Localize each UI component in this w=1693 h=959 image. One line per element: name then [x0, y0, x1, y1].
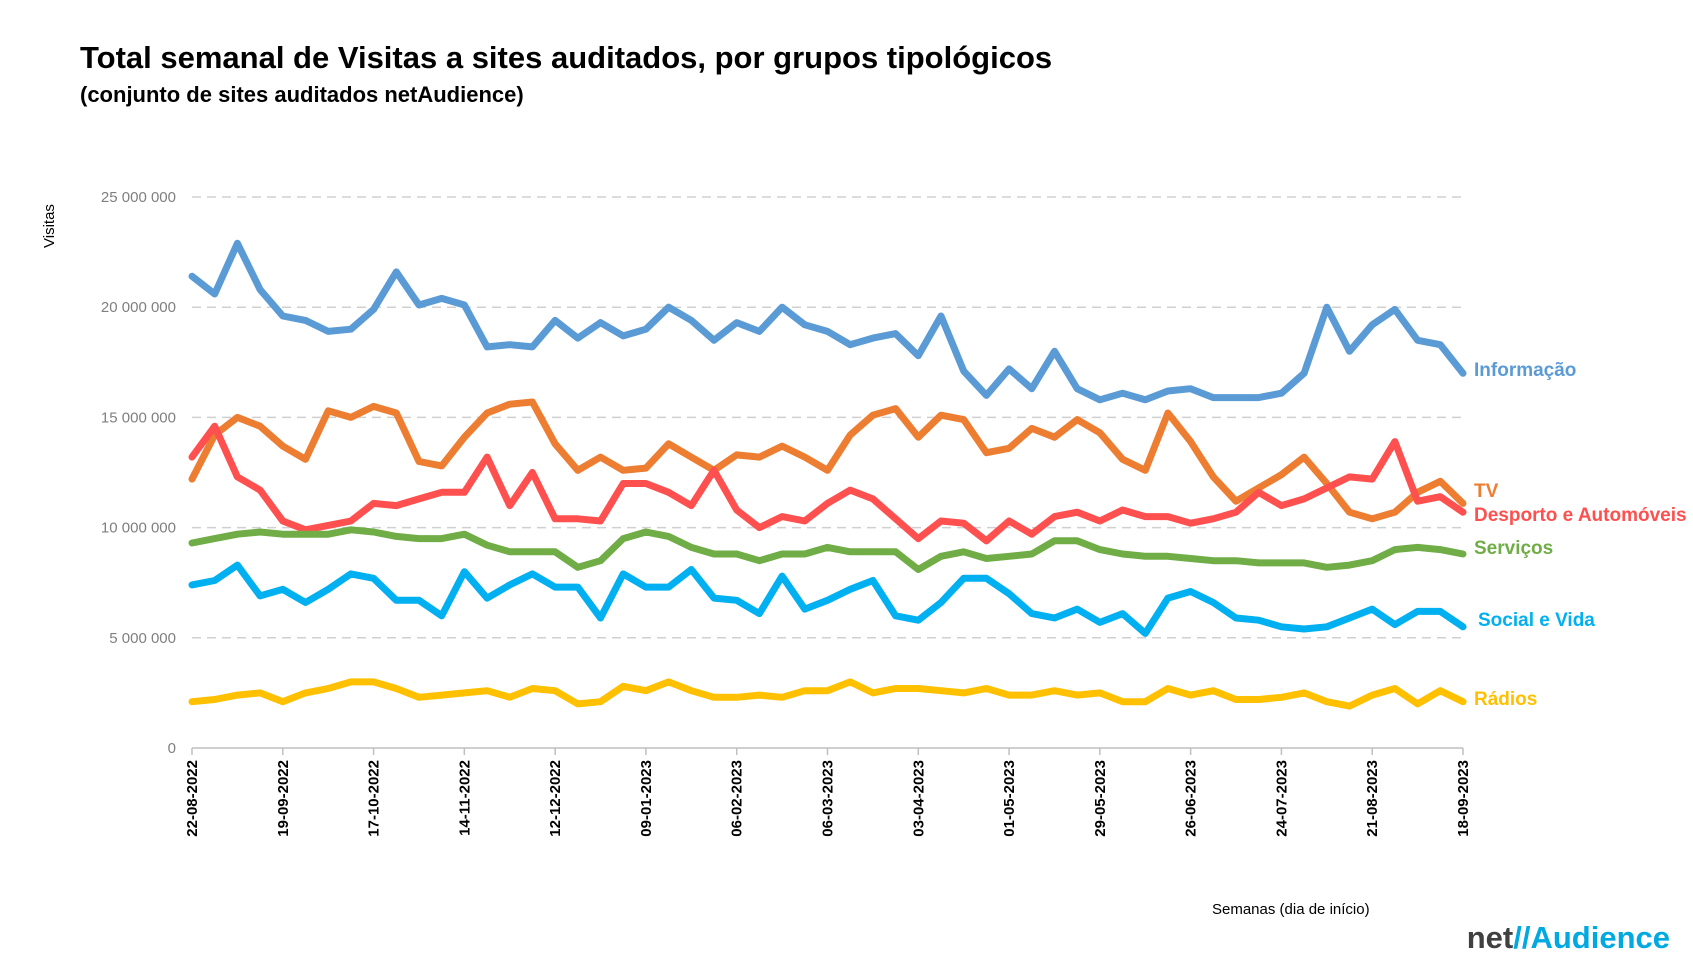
y-tick-label: 0	[168, 740, 176, 757]
series-label-radios: Rádios	[1474, 689, 1537, 710]
series-label-tv: TV	[1474, 481, 1499, 502]
x-tick-label: 22-08-2022	[184, 760, 201, 837]
x-tick-label: 26-06-2023	[1183, 760, 1200, 837]
x-tick-label: 12-12-2022	[547, 760, 564, 837]
x-tick-label: 14-11-2022	[456, 760, 473, 836]
x-tick-label: 19-09-2022	[275, 760, 292, 837]
y-tick-label: 25 000 000	[101, 189, 176, 206]
netaudience-logo: net//Audience	[1467, 920, 1670, 955]
series-label-desporto-e-automoveis: Desporto e Automóveis	[1474, 505, 1687, 526]
y-axis-ticks: 0 5 000 000 10 000 000 15 000 000 20 000 000…	[101, 189, 176, 757]
x-tick-label: 17-10-2022	[366, 760, 383, 837]
x-tick-label: 24-07-2023	[1273, 760, 1290, 837]
series-label-social-e-vida: Social e Vida	[1478, 610, 1595, 631]
x-tick-label: 21-08-2023	[1364, 760, 1381, 837]
series-labels: Informação TV Desporto e Automóveis Serviço…	[1474, 360, 1687, 710]
x-axis: 22-08-2022 19-09-2022 17-10-2022 14-11-2022…	[184, 747, 1472, 837]
y-axis-label: Visitas	[41, 204, 58, 248]
x-tick-label: 06-03-2023	[820, 760, 837, 837]
series-line-servicos	[188, 526, 1467, 573]
series-label-informacao: Informação	[1474, 360, 1576, 381]
y-tick-label: 10 000 000	[101, 520, 176, 537]
x-tick-label: 06-02-2023	[729, 760, 746, 837]
y-tick-label: 5 000 000	[109, 630, 176, 647]
x-tick-label: 18-09-2023	[1455, 760, 1472, 837]
series-line-social-e-vida	[188, 561, 1467, 637]
series-lines	[188, 239, 1467, 710]
series-line-informacao	[188, 239, 1467, 404]
y-tick-label: 20 000 000	[101, 299, 176, 316]
series-label-servicos: Serviços	[1474, 538, 1553, 559]
x-tick-label: 09-01-2023	[638, 760, 655, 837]
y-tick-label: 15 000 000	[101, 409, 176, 426]
chart-title: Total semanal de Visitas a sites auditad…	[80, 40, 1052, 75]
chart-subtitle: (conjunto de sites auditados netAudience…	[80, 82, 524, 107]
x-tick-label: 01-05-2023	[1001, 760, 1018, 837]
series-line-desporto-e-automoveis	[188, 422, 1467, 545]
x-tick-label: 29-05-2023	[1092, 760, 1109, 837]
x-axis-label: Semanas (dia de início)	[1212, 901, 1370, 918]
series-line-radios	[188, 678, 1467, 710]
series-line-tv	[188, 398, 1467, 523]
gridlines	[192, 196, 1463, 639]
x-tick-label: 03-04-2023	[910, 760, 927, 837]
